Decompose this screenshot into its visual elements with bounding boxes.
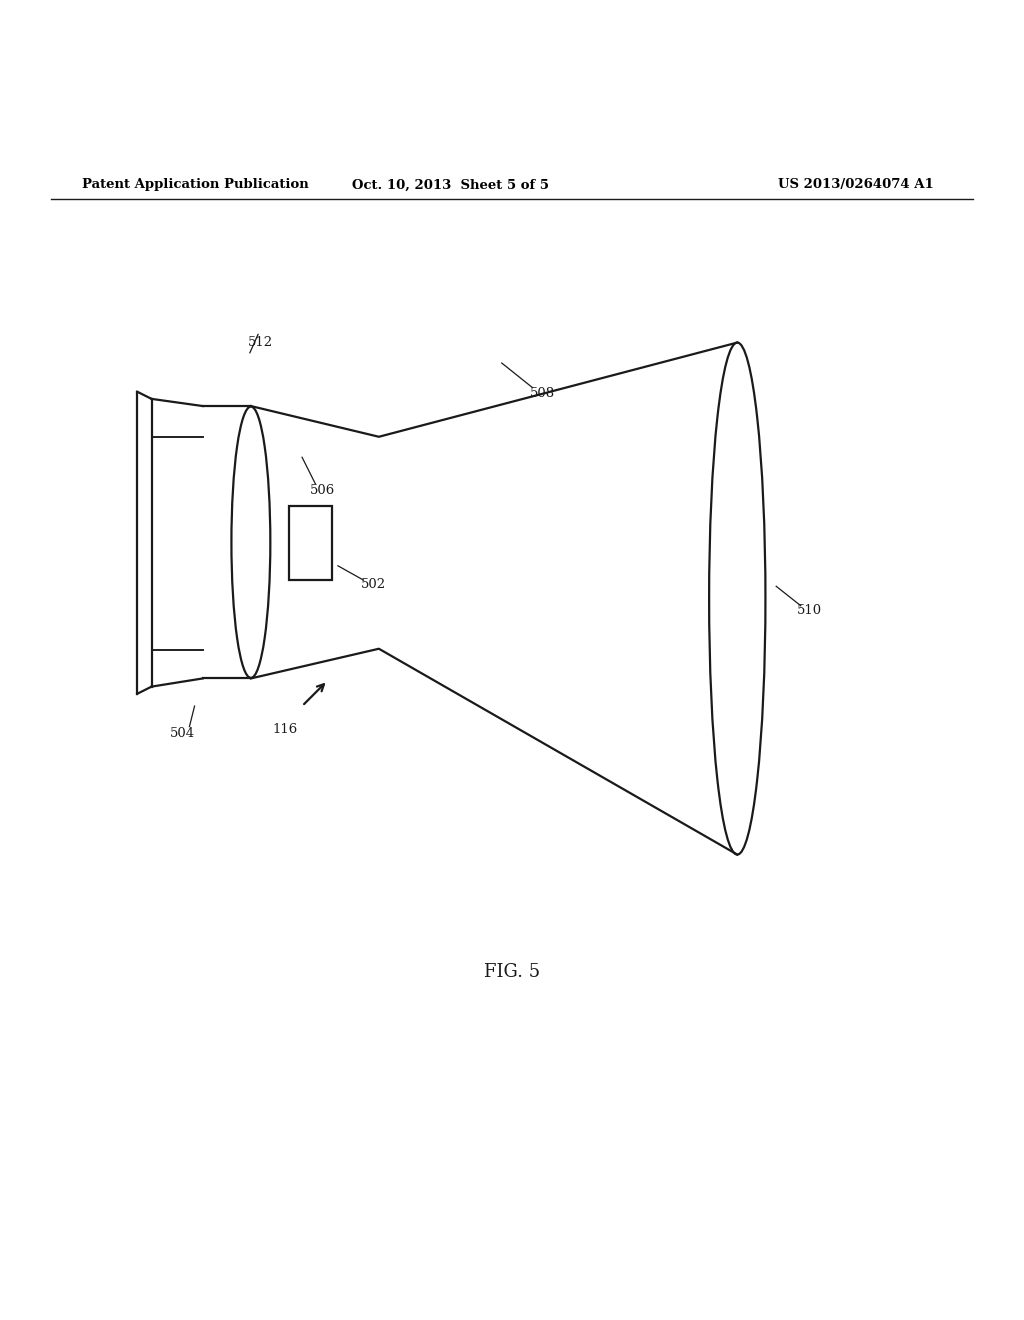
Text: 512: 512 bbox=[248, 337, 272, 348]
Text: 506: 506 bbox=[310, 483, 335, 496]
Text: 504: 504 bbox=[170, 727, 195, 741]
Text: Oct. 10, 2013  Sheet 5 of 5: Oct. 10, 2013 Sheet 5 of 5 bbox=[352, 178, 549, 191]
Text: FIG. 5: FIG. 5 bbox=[484, 964, 540, 981]
Text: US 2013/0264074 A1: US 2013/0264074 A1 bbox=[778, 178, 934, 191]
Bar bbox=[289, 507, 332, 579]
Text: 502: 502 bbox=[361, 578, 386, 591]
Text: Patent Application Publication: Patent Application Publication bbox=[82, 178, 308, 191]
Text: 508: 508 bbox=[530, 387, 555, 400]
Text: 510: 510 bbox=[797, 605, 821, 618]
Text: 116: 116 bbox=[272, 723, 297, 737]
